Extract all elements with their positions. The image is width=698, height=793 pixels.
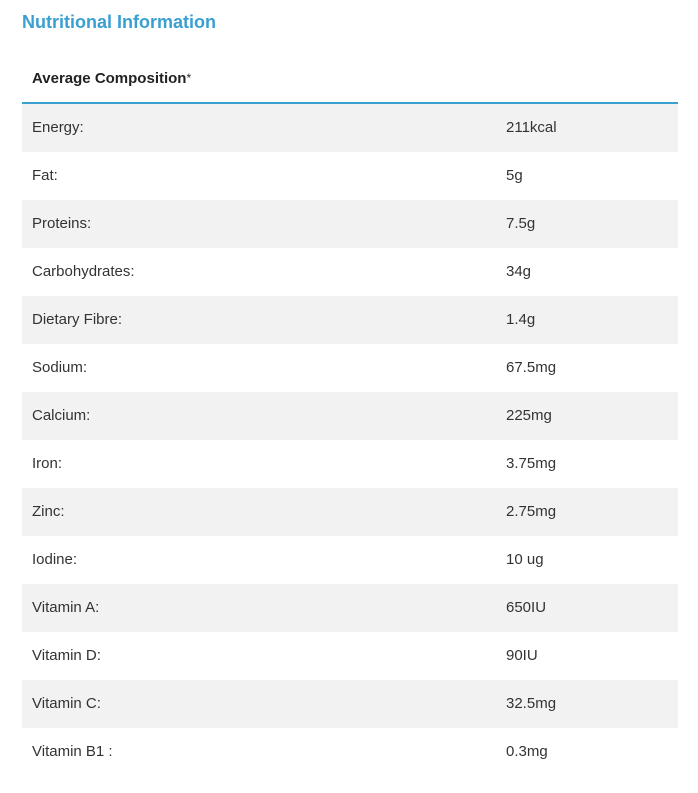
nutrient-label: Vitamin C: xyxy=(32,695,101,712)
nutrient-value: 3.75mg xyxy=(506,455,557,472)
nutrient-label: Vitamin B1 : xyxy=(32,743,113,760)
nutrient-value: 225mg xyxy=(506,407,552,424)
nutrition-row: Energy: 211kcal xyxy=(22,104,678,152)
nutrition-row: Vitamin B1 : 0.3mg xyxy=(22,728,678,776)
nutrition-row: Fat: 5g xyxy=(22,152,678,200)
nutrient-label: Dietary Fibre: xyxy=(32,311,123,328)
nutrient-label: Proteins: xyxy=(32,215,92,232)
table-header-label: Average Composition* xyxy=(32,70,191,88)
nutrient-label: Vitamin A: xyxy=(32,599,100,616)
nutrient-value: 32.5mg xyxy=(506,695,557,712)
nutrient-value: 650IU xyxy=(506,599,547,616)
nutrient-value: 0.3mg xyxy=(506,743,548,760)
nutrient-value: 211kcal xyxy=(506,119,557,136)
nutrition-row: Iron: 3.75mg xyxy=(22,440,678,488)
nutrient-label: Vitamin D: xyxy=(32,647,101,664)
section-title: Nutritional Information xyxy=(22,12,216,32)
nutrition-row: Calcium: 225mg xyxy=(22,392,678,440)
nutrient-value: 7.5g xyxy=(506,215,536,232)
nutrition-row: Vitamin C: 32.5mg xyxy=(22,680,678,728)
nutrient-value: 67.5mg xyxy=(506,359,557,376)
nutrient-label: Sodium: xyxy=(32,359,88,376)
nutrient-label: Iron: xyxy=(32,455,63,472)
nutrition-row: Vitamin D: 90IU xyxy=(22,632,678,680)
nutrient-label: Energy: xyxy=(32,119,84,136)
nutrient-label: Calcium: xyxy=(32,407,91,424)
nutrition-rows: Energy: 211kcal Fat: 5g Proteins: 7.5g C… xyxy=(22,104,678,776)
nutrition-row: Dietary Fibre: 1.4g xyxy=(22,296,678,344)
nutrient-value: 10 ug xyxy=(506,551,544,568)
table-header: Average Composition* xyxy=(22,57,678,104)
header-marker: * xyxy=(186,71,192,85)
nutrient-value: 90IU xyxy=(506,647,538,664)
nutrient-label: Fat: xyxy=(32,167,58,184)
nutrient-value: 1.4g xyxy=(506,311,536,328)
nutrition-row: Carbohydrates: 34g xyxy=(22,248,678,296)
nutrient-label: Carbohydrates: xyxy=(32,263,135,280)
nutrition-row: Zinc: 2.75mg xyxy=(22,488,678,536)
nutrition-row: Vitamin A: 650IU xyxy=(22,584,678,632)
nutrient-value: 34g xyxy=(506,263,532,280)
nutrition-table: Average Composition* Energy: 211kcal Fat… xyxy=(22,57,678,776)
nutrient-value: 5g xyxy=(506,167,523,184)
header-text: Average Composition xyxy=(32,70,187,87)
nutrition-row: Sodium: 67.5mg xyxy=(22,344,678,392)
nutrition-row: Iodine: 10 ug xyxy=(22,536,678,584)
nutrient-label: Iodine: xyxy=(32,551,78,568)
nutrient-label: Zinc: xyxy=(32,503,65,520)
nutrition-row: Proteins: 7.5g xyxy=(22,200,678,248)
nutrient-value: 2.75mg xyxy=(506,503,557,520)
